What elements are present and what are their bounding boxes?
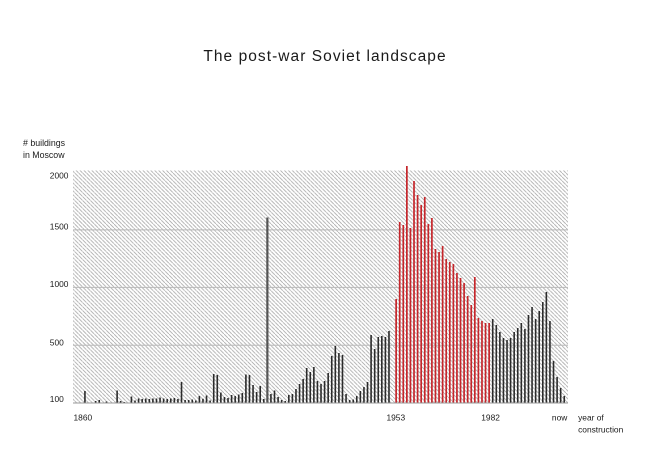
svg-text:1500: 1500 [50, 222, 69, 232]
svg-text:now: now [552, 413, 568, 423]
svg-text:The post-war Soviet landscape: The post-war Soviet landscape [203, 48, 446, 65]
svg-text:1860: 1860 [74, 413, 93, 423]
svg-text:500: 500 [50, 338, 64, 348]
svg-text:100: 100 [50, 394, 64, 404]
svg-text:# buildings: # buildings [23, 138, 66, 148]
svg-text:1953: 1953 [386, 413, 405, 423]
svg-text:construction: construction [578, 425, 623, 435]
svg-text:1982: 1982 [481, 413, 500, 423]
svg-text:in Moscow: in Moscow [23, 150, 65, 160]
svg-text:year of: year of [578, 413, 604, 423]
svg-text:2000: 2000 [50, 171, 69, 181]
svg-text:1000: 1000 [50, 279, 69, 289]
